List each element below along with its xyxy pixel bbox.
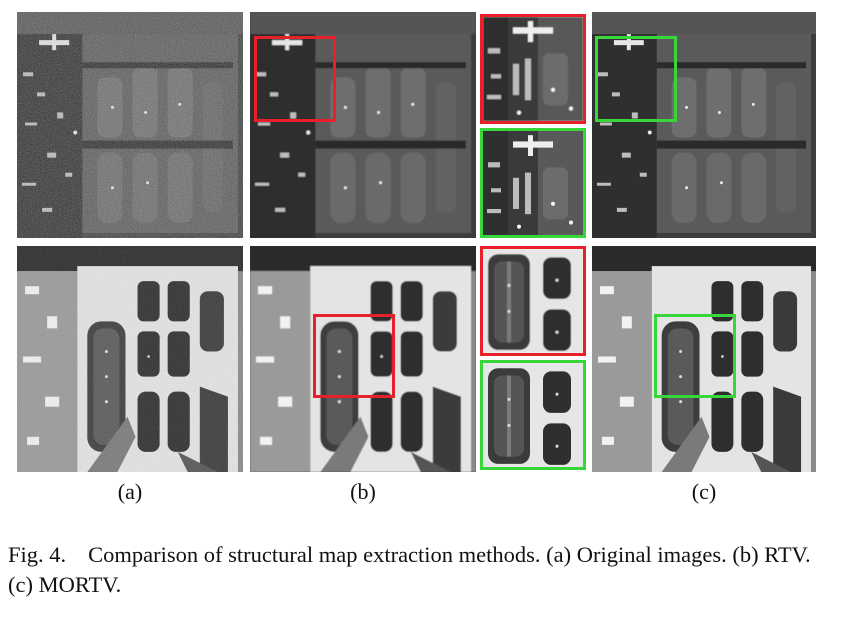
label-b: (b): [350, 479, 376, 504]
mortv-highlight-box-top: [595, 36, 677, 122]
mortv-zoom-bottom: [480, 360, 586, 470]
original-image-top: [17, 12, 243, 238]
rtv-highlight-box-bottom: [313, 314, 395, 398]
mortv-image-top: [592, 12, 816, 238]
rtv-image-top: [250, 12, 476, 238]
original-image-bottom: [17, 246, 243, 472]
rtv-image-bottom: [250, 246, 476, 472]
mortv-zoom-top: [480, 128, 586, 238]
figure-number: Fig. 4.: [8, 542, 67, 567]
mortv-highlight-box-bottom: [654, 314, 736, 398]
rtv-zoom-bottom: [480, 246, 586, 356]
mortv-image-bottom: [592, 246, 816, 472]
label-a: (a): [117, 479, 143, 504]
caption-text: Comparison of structural map extraction …: [8, 542, 811, 597]
rtv-zoom-top: [480, 14, 586, 124]
label-c: (c): [691, 479, 717, 504]
figure-caption: Fig. 4. Comparison of structural map extr…: [8, 540, 833, 600]
rtv-highlight-box-top: [254, 36, 336, 122]
